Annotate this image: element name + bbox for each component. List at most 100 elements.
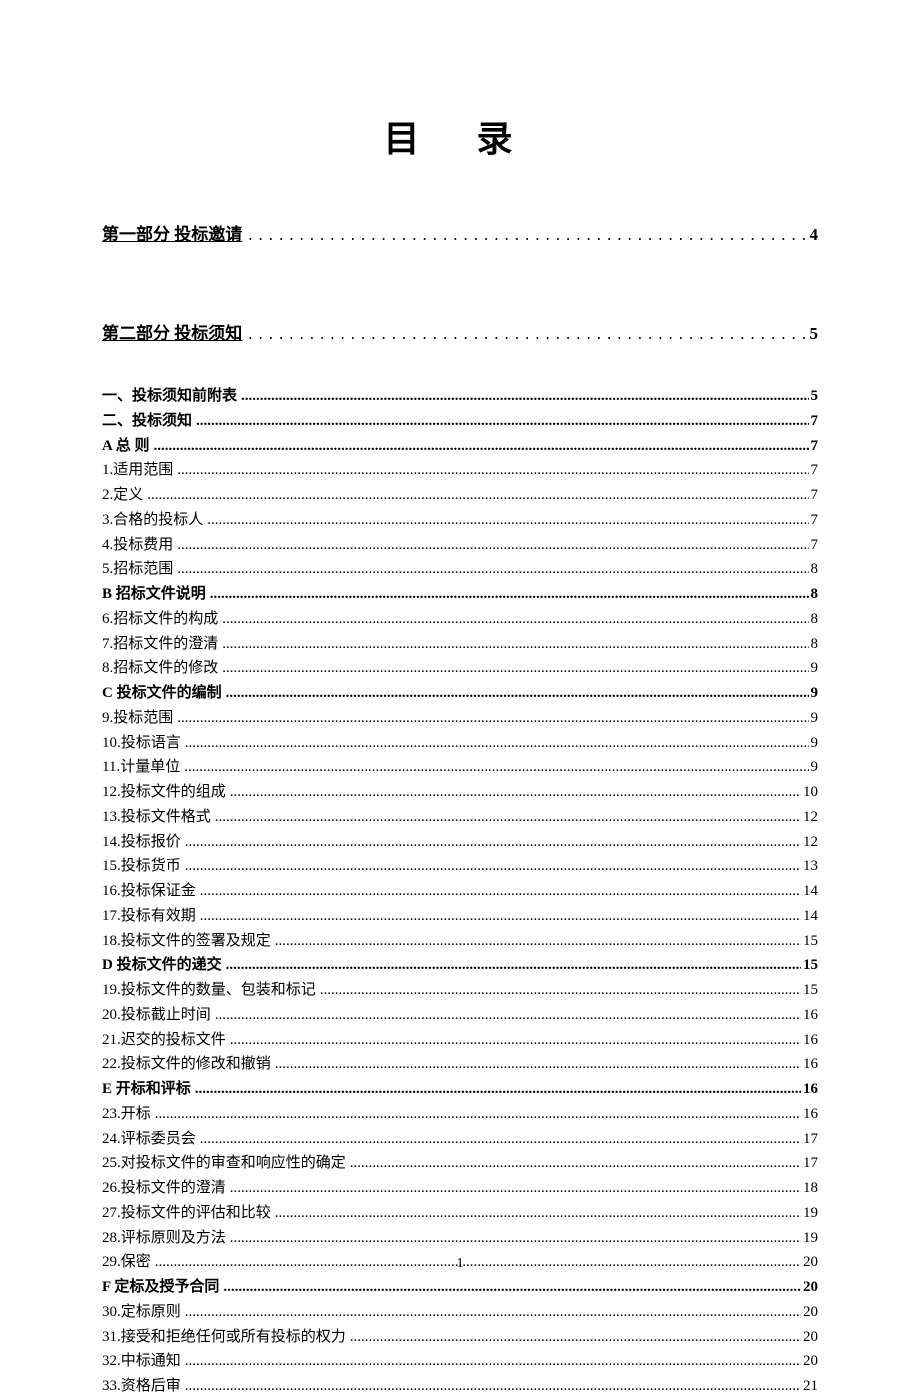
- toc-entry-page: 16: [801, 1102, 818, 1127]
- toc-entry-row: 6.招标文件的构成...............................…: [102, 607, 818, 632]
- toc-entry-row: 27.投标文件的评估和比较...........................…: [102, 1201, 818, 1226]
- toc-leader: ........................................…: [185, 1349, 801, 1374]
- toc-entry-label: 30.定标原则: [102, 1300, 185, 1325]
- toc-entry-label: A 总 则: [102, 434, 154, 459]
- toc-entry-label: 17.投标有效期: [102, 904, 200, 929]
- toc-entry-label: 1.适用范围: [102, 458, 177, 483]
- toc-entry-row: 2.定义....................................…: [102, 483, 818, 508]
- toc-entry-row: 18.投标文件的签署及规定...........................…: [102, 929, 818, 954]
- toc-entry-page: 9: [809, 755, 819, 780]
- toc-leader: ........................................…: [226, 681, 809, 706]
- toc-entry-page: 8: [809, 582, 819, 607]
- toc-entry-row: 25.对投标文件的审查和响应性的确定......................…: [102, 1151, 818, 1176]
- toc-leader: ........................................…: [241, 384, 808, 409]
- toc-entry-page: 18: [801, 1176, 818, 1201]
- toc-parts: 第一部分 投标邀请...............................…: [102, 220, 818, 384]
- toc-entry-label: 23.开标: [102, 1102, 155, 1127]
- toc-entry-label: 6.招标文件的构成: [102, 607, 222, 632]
- toc-entry-row: 13.投标文件格式...............................…: [102, 805, 818, 830]
- toc-entry-label: 8.招标文件的修改: [102, 656, 222, 681]
- toc-entry-label: 10.投标语言: [102, 731, 185, 756]
- toc-entry-label: 27.投标文件的评估和比较: [102, 1201, 275, 1226]
- toc-entry-row: 9.投标范围..................................…: [102, 706, 818, 731]
- toc-entry-label: 33.资格后审: [102, 1374, 185, 1399]
- toc-entry-page: 7: [809, 533, 819, 558]
- toc-leader: ........................................…: [154, 434, 809, 459]
- toc-leader: ........................................…: [177, 458, 808, 483]
- toc-entry-row: 12.投标文件的组成..............................…: [102, 780, 818, 805]
- toc-entry-page: 15: [801, 978, 818, 1003]
- toc-leader: ........................................…: [222, 632, 808, 657]
- toc-leader: ........................................…: [185, 1300, 801, 1325]
- toc-entry-page: 16: [801, 1052, 818, 1077]
- toc-leader: ........................................…: [177, 706, 808, 731]
- toc-entry-page: 20: [801, 1275, 818, 1300]
- toc-leader: ........................................…: [196, 409, 808, 434]
- toc-entry-label: 18.投标文件的签署及规定: [102, 929, 275, 954]
- toc-part-page: 5: [806, 324, 819, 344]
- toc-entry-page: 8: [809, 557, 819, 582]
- toc-entry-label: 4.投标费用: [102, 533, 177, 558]
- toc-entry-label: 11.计量单位: [102, 755, 184, 780]
- toc-leader: ........................................…: [230, 1226, 801, 1251]
- toc-entry-page: 16: [801, 1077, 818, 1102]
- toc-entry-label: B 招标文件说明: [102, 582, 210, 607]
- page-number: 1: [0, 1256, 920, 1272]
- toc-entry-label: 12.投标文件的组成: [102, 780, 230, 805]
- toc-leader: ........................................…: [242, 324, 805, 344]
- toc-entry-row: 二、投标须知..................................…: [102, 409, 818, 434]
- toc-entry-row: A 总 则...................................…: [102, 434, 818, 459]
- toc-part-row: 第一部分 投标邀请...............................…: [102, 220, 818, 245]
- toc-entry-label: F 定标及授予合同: [102, 1275, 223, 1300]
- toc-entry-label: 15.投标货币: [102, 854, 185, 879]
- toc-leader: ........................................…: [185, 731, 809, 756]
- toc-entry-page: 7: [809, 458, 819, 483]
- toc-entry-row: 3.合格的投标人................................…: [102, 508, 818, 533]
- toc-entry-row: 28.评标原则及方法..............................…: [102, 1226, 818, 1251]
- toc-entry-row: 4.投标费用..................................…: [102, 533, 818, 558]
- toc-entry-row: 22.投标文件的修改和撤销...........................…: [102, 1052, 818, 1077]
- toc-entry-row: C 投标文件的编制...............................…: [102, 681, 818, 706]
- toc-entry-page: 9: [809, 706, 819, 731]
- toc-entry-label: 24.评标委员会: [102, 1127, 200, 1152]
- toc-entry-page: 21: [801, 1374, 818, 1399]
- toc-entry-label: 20.投标截止时间: [102, 1003, 215, 1028]
- toc-entry-row: 32.中标通知.................................…: [102, 1349, 818, 1374]
- toc-entry-row: B 招标文件说明................................…: [102, 582, 818, 607]
- toc-entry-label: 25.对投标文件的审查和响应性的确定: [102, 1151, 350, 1176]
- toc-leader: ........................................…: [185, 1374, 801, 1399]
- toc-leader: ........................................…: [210, 582, 809, 607]
- toc-gap: [102, 251, 818, 313]
- toc-leader: ........................................…: [230, 1028, 801, 1053]
- toc-entry-row: 10.投标语言.................................…: [102, 731, 818, 756]
- toc-leader: ........................................…: [350, 1151, 801, 1176]
- toc-entry-label: 7.招标文件的澄清: [102, 632, 222, 657]
- toc-part-page: 4: [806, 225, 819, 245]
- toc-entry-row: 14.投标报价.................................…: [102, 830, 818, 855]
- toc-entry-row: F 定标及授予合同...............................…: [102, 1275, 818, 1300]
- toc-entry-page: 7: [809, 508, 819, 533]
- toc-entry-row: 20.投标截止时间...............................…: [102, 1003, 818, 1028]
- toc-leader: ........................................…: [185, 830, 801, 855]
- toc-leader: ........................................…: [177, 557, 808, 582]
- toc-entry-page: 13: [801, 854, 818, 879]
- toc-entry-page: 5: [809, 384, 819, 409]
- toc-leader: ........................................…: [275, 1052, 801, 1077]
- toc-leader: ........................................…: [275, 929, 801, 954]
- toc-entry-row: 30.定标原则.................................…: [102, 1300, 818, 1325]
- toc-entry-row: 8.招标文件的修改...............................…: [102, 656, 818, 681]
- toc-entry-page: 9: [809, 656, 819, 681]
- toc-entry-label: C 投标文件的编制: [102, 681, 226, 706]
- toc-leader: ........................................…: [222, 607, 808, 632]
- toc-entry-row: 33.资格后审.................................…: [102, 1374, 818, 1399]
- toc-part-label: 第二部分 投标须知: [102, 319, 242, 344]
- toc-entry-row: 19.投标文件的数量、包装和标记........................…: [102, 978, 818, 1003]
- toc-entry-page: 8: [809, 607, 819, 632]
- toc-entry-label: 28.评标原则及方法: [102, 1226, 230, 1251]
- toc-entry-row: 23.开标...................................…: [102, 1102, 818, 1127]
- toc-entry-label: 14.投标报价: [102, 830, 185, 855]
- toc-entry-page: 12: [801, 805, 818, 830]
- toc-entry-label: 26.投标文件的澄清: [102, 1176, 230, 1201]
- toc-entry-label: D 投标文件的递交: [102, 953, 226, 978]
- toc-leader: ........................................…: [223, 1275, 801, 1300]
